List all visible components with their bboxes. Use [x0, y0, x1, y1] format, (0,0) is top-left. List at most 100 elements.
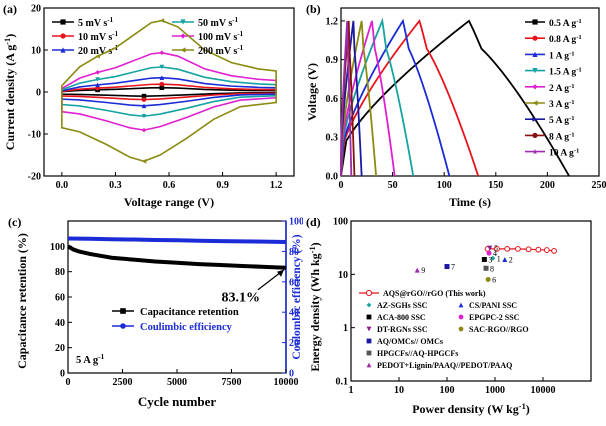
c-series-1 — [67, 236, 287, 244]
d-legend-label-5: DT-RGNs SSC — [377, 325, 428, 334]
b-legend-label-2-sup: -1 — [569, 50, 575, 57]
b-legend-marker-0 — [532, 19, 538, 25]
d-xlabel-close: ) — [526, 402, 530, 416]
cycling-chart: 0 2500 5000 7500 100000204060801000204060801… — [8, 215, 303, 409]
c-legend-marker-0 — [120, 308, 126, 314]
a-cv-marker-4-1 — [141, 127, 147, 133]
b-legend-label-2: 1 A g-1 — [549, 50, 575, 62]
d-main-series-point-5 — [535, 246, 542, 253]
b-legend-label-1: 0.8 A g-1 — [549, 34, 582, 46]
a-legend-label-0-sup: -1 — [107, 16, 113, 24]
b-legend-marker-1 — [532, 35, 538, 41]
a-legend-marker-3 — [180, 19, 186, 25]
d-point-label-8: 8 — [490, 264, 494, 273]
a-xtick-label: 0.3 — [109, 180, 122, 191]
a-ylabel-sup: -1 — [3, 38, 12, 45]
d-point-marker-6 — [485, 277, 491, 283]
a-cv-marker-2-1 — [141, 103, 147, 109]
a-legend-marker-0 — [60, 19, 66, 25]
a-cv-marker-3-2 — [95, 77, 100, 82]
d-ylabel-close: ) — [308, 242, 322, 246]
a-legend-label-3: 50 mV s-1 — [198, 16, 239, 29]
d-legend-marker-5 — [366, 326, 372, 332]
b-xtick-label: 150 — [488, 180, 503, 191]
c-ytick-label: 100 — [50, 242, 65, 253]
b-legend-label-8: 10 A g-1 — [549, 147, 579, 159]
b-gcd-curve-3 — [340, 17, 415, 177]
d-main-series-point-7 — [551, 248, 557, 254]
a-ylabel-close: ) — [3, 34, 17, 38]
d-legend-marker-0 — [365, 289, 373, 297]
d-point-marker-8 — [483, 265, 489, 271]
c-legend-marker-1 — [120, 323, 126, 329]
c-ytick-right-label: 40 — [289, 308, 299, 319]
a-legend-label-1-sup: -1 — [112, 30, 118, 38]
d-legend-label-4: EPGPC-2 SSC — [469, 313, 520, 322]
d-point-label-4: 4 — [493, 249, 497, 258]
a-xtick-label: 0.6 — [163, 180, 176, 191]
b-legend-label-7: 8 A g-1 — [549, 131, 575, 143]
b-gcd-curve-5 — [340, 20, 377, 177]
a-cv-marker-2-0 — [159, 75, 165, 81]
c-ytick-label: 0 — [60, 369, 65, 380]
d-legend-marker-8 — [366, 350, 372, 356]
b-legend-marker-3 — [532, 68, 538, 74]
c-ytick-label: 80 — [55, 267, 65, 278]
d-legend-marker-2 — [458, 302, 464, 308]
a-cv-marker-3-1 — [141, 113, 147, 119]
c-annotation-text: 83.1% — [222, 291, 261, 306]
b-ytick-label: 0.0 — [326, 172, 339, 183]
c-xtick-label: 0 — [66, 377, 71, 388]
a-cv-loop-3 — [61, 66, 277, 118]
b-legend-label-0: 0.5 A g-1 — [549, 18, 582, 30]
d-point-label-3: 3 — [488, 255, 492, 264]
d-xtick-label: 10000 — [531, 385, 556, 396]
d-legend-label-7: AQ/OMCs// OMCs — [377, 337, 443, 346]
b-legend-label-4-sup: -1 — [569, 82, 575, 89]
a-legend-marker-4 — [180, 33, 186, 39]
c-ytick-label: 20 — [55, 343, 65, 354]
c-xtick-label: 2500 — [113, 377, 133, 388]
d-point-marker-4 — [486, 250, 492, 256]
d-point-marker-1 — [490, 255, 496, 261]
b-gcd-curve-6 — [340, 20, 363, 177]
panel-c-cycling: 0 2500 5000 7500 10000 0 20 40 60 80 100 0 20 40 60 80 1… — [0, 213, 303, 426]
b-panel-label: (b) — [306, 2, 321, 16]
c-annotation-arrowhead — [277, 269, 284, 277]
c-ytick-right-label: 0 — [289, 369, 294, 380]
c-ytick-label: 40 — [55, 318, 65, 329]
c-xtick-label: 10000 — [274, 377, 299, 388]
a-cv-marker-0-0 — [159, 85, 165, 91]
a-cv-marker-4-2 — [95, 70, 100, 75]
c-legend-label-1: Coulimbic efficiency — [140, 322, 233, 333]
d-plot-frame — [350, 220, 592, 382]
d-ytick-label: 1 — [343, 323, 348, 334]
d-xlabel: Power density (W kg-1) — [412, 402, 530, 417]
c-ylabel-right: Coulombic efficiency (%) — [291, 234, 303, 359]
b-ytick-label: 0.3 — [326, 133, 339, 144]
d-legend-marker-6 — [458, 326, 464, 332]
b-xtick-label: 250 — [592, 180, 606, 191]
a-cv-marker-0-1 — [141, 93, 147, 99]
a-ylabel: Current density (A g-1) — [3, 34, 18, 150]
b-legend-marker-8 — [532, 149, 538, 155]
d-point-marker-9 — [414, 267, 420, 273]
b-xtick-label: 200 — [540, 180, 555, 191]
b-legend-marker-4 — [532, 84, 538, 90]
panel-d-ragone: 1 10 100 1000 10000 0.1 1 10 100 Power density (W… — [303, 213, 606, 426]
d-ylabel: Energy density (Wh kg-1) — [308, 242, 323, 371]
a-cv-marker-5-1 — [141, 159, 147, 164]
c-ytick-right-label: 60 — [289, 277, 299, 288]
c-xtick-label: 7500 — [222, 377, 242, 388]
d-point-label-5: 5 — [494, 244, 498, 253]
a-legend-label-4: 100 mV s-1 — [198, 30, 244, 43]
b-legend-label-7-sup: -1 — [569, 131, 575, 138]
b-legend-label-4: 2 A g-1 — [549, 82, 575, 94]
c-series-0 — [66, 244, 287, 270]
c-xtick-label: 5000 — [167, 377, 187, 388]
a-legend-marker-5 — [180, 47, 186, 53]
c-panel-label: (c) — [8, 215, 21, 229]
c-condition-label: 5 A g-1 — [76, 352, 105, 367]
a-ytick-label: -10 — [28, 130, 41, 141]
d-point-marker-2 — [502, 256, 508, 262]
